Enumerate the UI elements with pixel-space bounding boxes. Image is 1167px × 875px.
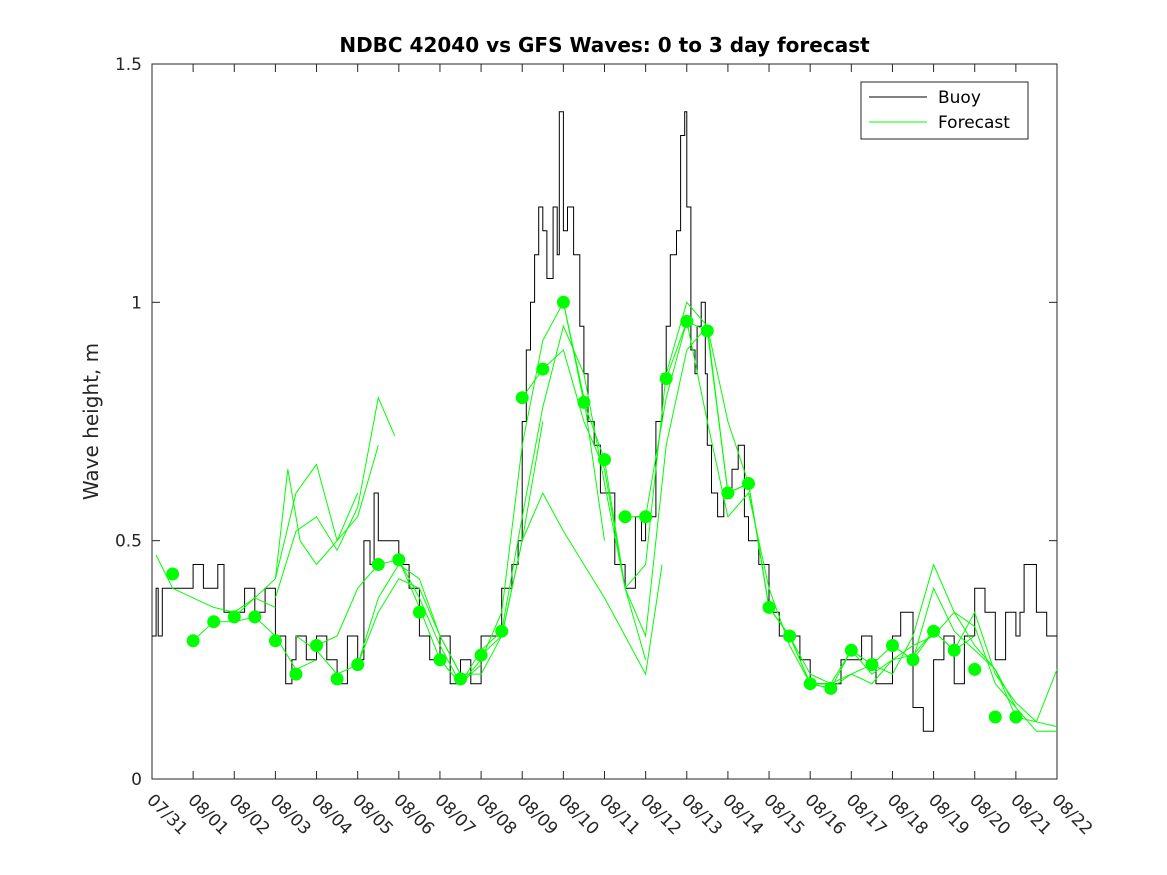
forecast-marker [433, 653, 447, 667]
axes-box [151, 63, 1058, 780]
forecast-marker [824, 681, 838, 695]
forecast-marker [474, 648, 488, 662]
forecast-marker [495, 624, 509, 638]
plot-area [151, 63, 1058, 780]
chart-title: NDBC 42040 vs GFS Waves: 0 to 3 day fore… [339, 33, 870, 57]
forecast-line-4 [274, 445, 379, 579]
forecast-marker [351, 658, 365, 672]
forecast-marker [844, 643, 858, 657]
forecast-marker [947, 643, 961, 657]
y-tick-label: 0.5 [115, 532, 142, 552]
forecast-marker [762, 600, 776, 614]
forecast-line-14 [665, 319, 873, 685]
forecast-line-19 [892, 586, 1058, 723]
forecast-line-5 [295, 578, 461, 675]
y-tick-label: 1.5 [115, 55, 142, 75]
forecast-marker [556, 295, 570, 309]
forecast-marker [968, 662, 982, 676]
forecast-marker [680, 314, 694, 328]
forecast-line-12 [562, 302, 770, 638]
forecast-marker [700, 324, 714, 338]
forecast-marker [742, 477, 755, 490]
forecast-marker [803, 677, 817, 691]
forecast-marker [310, 639, 323, 652]
forecast-marker [988, 710, 1002, 724]
forecast-marker [454, 672, 467, 686]
legend-buoy-label: Buoy [938, 88, 981, 108]
forecast-marker [227, 610, 241, 624]
forecast-marker [186, 634, 200, 648]
forecast-marker [412, 605, 426, 619]
forecast-line-10 [480, 491, 663, 676]
y-tick-label: 1 [131, 293, 142, 313]
y-tick-label: 0 [131, 770, 142, 790]
forecast-marker [618, 510, 632, 524]
forecast-marker [1009, 710, 1023, 724]
forecast-marker [166, 567, 180, 581]
forecast-line-3 [274, 395, 396, 599]
forecast-markers-layer [166, 295, 1023, 724]
forecast-marker [577, 395, 591, 409]
forecast-line-18 [850, 611, 1057, 732]
forecast-marker [207, 615, 221, 629]
forecast-marker [659, 372, 673, 386]
forecast-marker [927, 624, 941, 638]
forecast-marker [536, 362, 550, 376]
y-axis-title: Wave height, m [79, 343, 103, 500]
forecast-marker [289, 667, 303, 681]
forecast-marker [248, 610, 262, 624]
legend: Buoy Forecast [860, 81, 1029, 140]
forecast-marker [515, 391, 529, 405]
forecast-line-17 [810, 563, 1017, 708]
forecast-marker [392, 553, 406, 567]
forecast-marker [906, 653, 920, 667]
forecast-line-9 [439, 324, 647, 685]
forecast-marker [371, 558, 385, 571]
forecast-marker [783, 629, 797, 643]
legend-forecast-label: Forecast [938, 113, 1010, 133]
forecast-marker [268, 634, 282, 648]
legend-box [860, 81, 1029, 140]
forecast-marker [330, 672, 344, 686]
forecast-marker [721, 486, 735, 500]
forecast-marker [598, 453, 611, 467]
forecast-marker [639, 510, 653, 524]
forecast-marker [886, 639, 899, 652]
forecast-marker [865, 658, 879, 672]
